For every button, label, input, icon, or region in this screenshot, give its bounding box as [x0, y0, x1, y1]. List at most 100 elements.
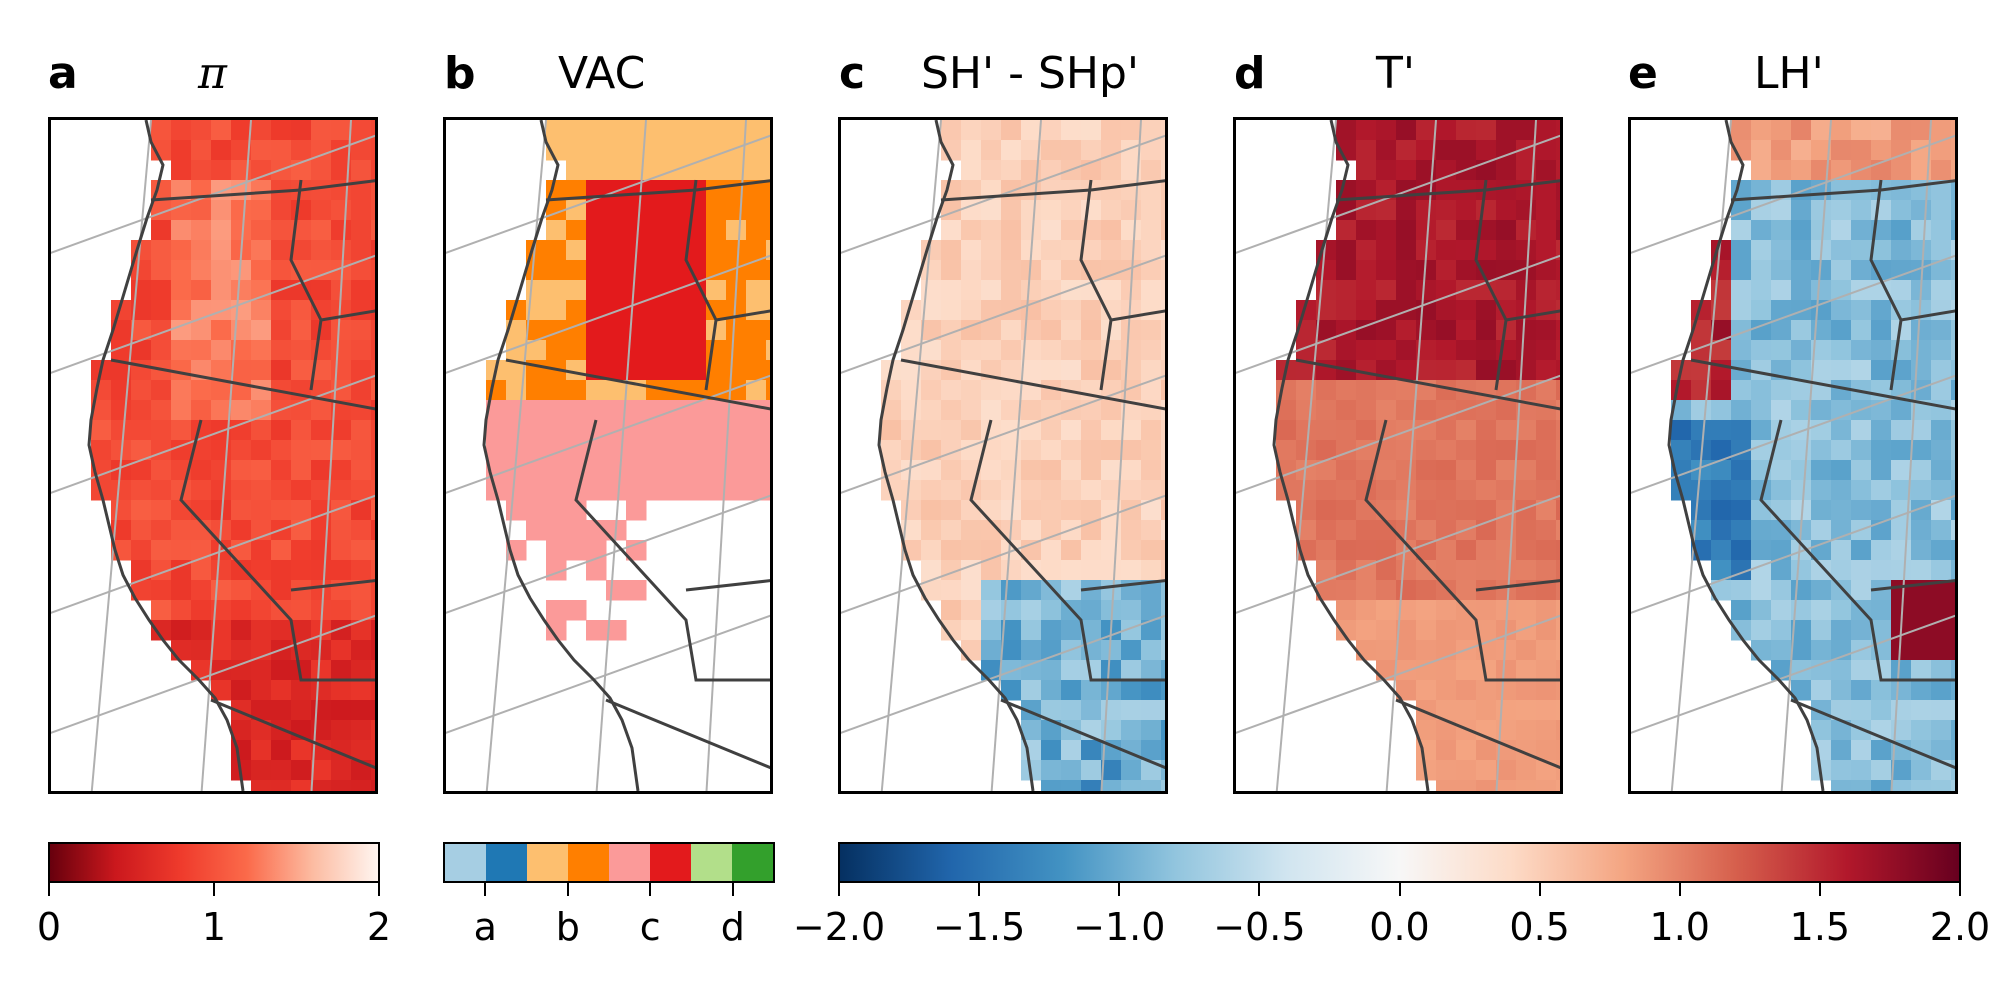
- map-cell: [1536, 240, 1557, 261]
- map-cell: [1081, 540, 1102, 561]
- map-cell: [1041, 560, 1062, 581]
- map-cell: [291, 240, 312, 261]
- map-cell: [1516, 440, 1537, 461]
- map-cell: [211, 640, 232, 661]
- map-cell: [666, 440, 687, 461]
- map-cell: [1891, 680, 1912, 701]
- map-cell: [606, 620, 627, 641]
- map-cell: [251, 260, 272, 281]
- map-cell: [941, 520, 962, 541]
- map-cell: [1416, 440, 1437, 461]
- map-cell: [1001, 200, 1022, 221]
- map-cell: [586, 560, 607, 581]
- map-cell: [1951, 440, 1955, 461]
- map-cell: [746, 440, 767, 461]
- map-cell: [371, 320, 375, 341]
- map-cell: [1931, 400, 1952, 421]
- map-cell: [131, 280, 152, 301]
- map-cell: [291, 480, 312, 501]
- map-cell: [211, 400, 232, 421]
- map-cell: [371, 780, 375, 791]
- map-cell: [311, 140, 332, 161]
- map-cell: [1731, 480, 1752, 501]
- map-cell: [1416, 120, 1437, 141]
- map-cell: [1871, 700, 1892, 721]
- map-cell: [1536, 420, 1557, 441]
- map-cell: [1536, 260, 1557, 281]
- map-cell: [1911, 120, 1932, 141]
- map-cell: [961, 520, 982, 541]
- map-cell: [1436, 220, 1457, 241]
- map-cell: [1161, 400, 1165, 421]
- map-cell: [1081, 140, 1102, 161]
- map-cell: [171, 140, 192, 161]
- map-cell: [1811, 220, 1832, 241]
- map-cell: [1436, 120, 1457, 141]
- map-cell: [1336, 220, 1357, 241]
- map-cell: [91, 440, 112, 461]
- map-cell: [1161, 460, 1165, 481]
- map-cell: [1041, 180, 1062, 201]
- map-cell: [271, 460, 292, 481]
- map-cell: [1121, 240, 1142, 261]
- colorbar-diverging-tick-0: [838, 883, 840, 896]
- map-cell: [331, 360, 352, 381]
- map-cell: [726, 120, 747, 141]
- map-cell: [311, 180, 332, 201]
- map-cell: [1161, 380, 1165, 401]
- map-cell: [726, 460, 747, 481]
- map-cell: [961, 300, 982, 321]
- border-line: [1474, 179, 1508, 391]
- map-cell: [1851, 260, 1872, 281]
- map-cell: [1951, 700, 1955, 721]
- map-cell: [1161, 680, 1165, 701]
- map-cell: [251, 440, 272, 461]
- map-cell: [311, 220, 332, 241]
- map-cell: [1951, 600, 1955, 621]
- map-cell: [1536, 480, 1557, 501]
- map-cell: [1141, 260, 1162, 281]
- map-cell: [1791, 220, 1812, 241]
- map-cell: [1356, 140, 1377, 161]
- map-cell: [566, 300, 587, 321]
- map-cell: [1081, 760, 1102, 781]
- colorbar-vac-tick-label-0: a: [473, 905, 497, 949]
- map-cell: [1771, 460, 1792, 481]
- map-cell: [1711, 400, 1732, 421]
- map-cell: [191, 520, 212, 541]
- map-cell: [131, 380, 152, 401]
- colorbar-vac-tick-3: [731, 883, 734, 896]
- map-cell: [1556, 140, 1560, 161]
- map-cell: [1041, 620, 1062, 641]
- map-cell: [726, 220, 747, 241]
- map-cell: [1061, 120, 1082, 141]
- map-cell: [311, 460, 332, 481]
- map-cell: [1336, 120, 1357, 141]
- map-cell: [1436, 760, 1457, 781]
- map-cell: [211, 380, 232, 401]
- map-cell: [1041, 220, 1062, 241]
- map-cell: [1911, 220, 1932, 241]
- map-cell: [686, 360, 707, 381]
- colorbar-diverging-tick-label-6: 1.0: [1649, 905, 1710, 949]
- map-cell: [1101, 360, 1122, 381]
- map-cell: [606, 240, 627, 261]
- map-cell: [1081, 120, 1102, 141]
- map-cell: [981, 320, 1002, 341]
- map-cell: [1911, 780, 1932, 791]
- map-cell: [1556, 780, 1560, 791]
- graticule-line: [51, 254, 375, 374]
- map-cell: [941, 600, 962, 621]
- map-cell: [1276, 440, 1297, 461]
- border-line: [179, 419, 375, 682]
- map-cell: [151, 420, 172, 441]
- map-cell: [1001, 560, 1022, 581]
- map-cell: [1516, 340, 1537, 361]
- map-cell: [231, 260, 252, 281]
- map-cell: [1496, 580, 1517, 601]
- map-cell: [1871, 340, 1892, 361]
- state-borders: [877, 120, 1165, 791]
- map-cell: [1516, 200, 1537, 221]
- map-cell: [726, 360, 747, 381]
- map-cell: [1516, 400, 1537, 421]
